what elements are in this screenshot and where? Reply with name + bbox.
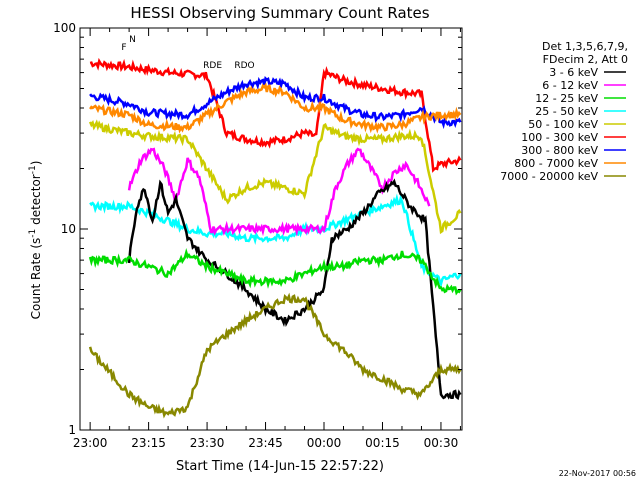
x-tick-label: 00:00 [307,436,342,450]
series-layer [88,57,462,419]
legend-entry-label: 12 - 25 keV [535,92,598,105]
legend: Det 1,3,5,6,7,9,FDecim 2, Att 03 - 6 keV… [500,40,628,183]
x-tick-label: 00:15 [365,436,400,450]
legend-entry-label: 3 - 6 keV [549,66,598,79]
series-line-0 [89,57,462,173]
series-line-7 [88,248,462,296]
legend-entry-label: 50 - 100 keV [528,118,598,131]
legend-entry-label: 100 - 300 keV [521,131,598,144]
y-axis-label: Count Rate (s-1 detector-1) [28,161,43,320]
chart-title: HESSI Observing Summary Count Rates [130,4,429,22]
series-line-3 [88,119,462,235]
series-line-4 [89,193,462,288]
y-tick-label: 1 [68,423,76,437]
axis-layer: 1 10 100 23:00 23:15 23:30 23:45 00:00 00:15 00:3… [53,21,462,450]
legend-entry-label: 800 - 7000 keV [514,157,598,170]
x-tick-label: 23:00 [73,436,108,450]
x-tick-label: 23:30 [190,436,225,450]
series-line-5 [127,147,431,237]
annotation-n: N [129,35,136,45]
annotation-layer: NF RDE RDO [121,35,254,71]
legend-header-line: FDecim 2, Att 0 [543,53,628,66]
legend-entry-label: 7000 - 20000 keV [500,170,598,183]
series-line-8 [88,292,462,419]
legend-entry-label: 300 - 800 keV [521,144,598,157]
series-line-6 [127,178,462,401]
y-tick-label: 100 [53,21,76,35]
x-tick-label: 23:45 [248,436,283,450]
series-line-1 [89,75,462,130]
annotation-f: F [121,43,126,53]
x-tick-label: 00:30 [424,436,459,450]
legend-entry-label: 6 - 12 keV [542,79,598,92]
legend-header-line: Det 1,3,5,6,7,9, [542,40,628,53]
y-tick-label: 10 [61,222,76,236]
x-axis-label: Start Time (14-Jun-15 22:57:22) [176,459,384,474]
annotation-rdo: RDO [234,61,254,71]
legend-entry-label: 25 - 50 keV [535,105,598,118]
annotation-rde: RDE [203,61,222,71]
series-line-2 [89,82,462,134]
x-tick-label: 23:15 [131,436,166,450]
footer-timestamp: 22-Nov-2017 00:56 [559,469,636,478]
